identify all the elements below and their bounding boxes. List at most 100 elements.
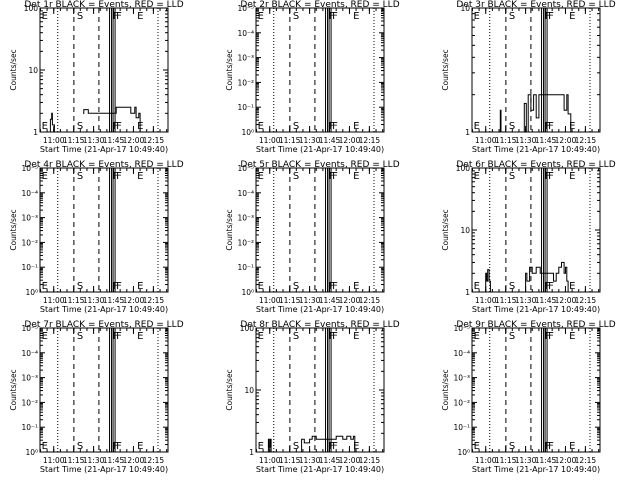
chart-panel-5: Det 5r BLACK = Events, RED = LLD 10⁰ 10⁻¹ 1… (225, 160, 400, 314)
x-tick-label: 11:15 (279, 456, 301, 465)
e-marker-label-bottom: E (137, 441, 143, 452)
s-marker-label-bottom: S (509, 121, 515, 132)
x-axis-label: Start Time (21-Apr-17 10:49:40) (472, 305, 600, 314)
f-marker-label-top: F (548, 11, 554, 22)
x-tick-label: 12:15 (143, 136, 165, 145)
y-tick-label: 10 (460, 226, 470, 235)
e-marker-label-top: E (258, 331, 264, 342)
x-tick-label: 12:00 (339, 136, 361, 145)
y-tick-label: 10⁻⁴ (237, 189, 254, 198)
e-marker-label-bottom: E (569, 281, 575, 292)
e-marker-label-top: E (569, 331, 575, 342)
e-marker-label-bottom: E (137, 281, 143, 292)
x-tick-label: 11:30 (299, 136, 321, 145)
f-marker-label-top: F (332, 11, 338, 22)
x-tick-label: 11:00 (43, 296, 65, 305)
y-tick-label: 10⁻⁴ (237, 29, 254, 38)
x-tick-label: 11:45 (319, 136, 341, 145)
y-tick-label: 10⁰ (241, 128, 254, 137)
y-tick-label: 10⁻⁴ (21, 189, 38, 198)
y-tick-label: 10⁻² (21, 238, 38, 247)
y-axis-label: Counts/sec (9, 369, 18, 410)
x-tick-label: 12:15 (575, 296, 597, 305)
s-marker-label-bottom: S (293, 441, 299, 452)
f-marker-label-top: F (332, 331, 338, 342)
x-tick-label: 11:00 (475, 136, 497, 145)
f-marker-label-top: F (116, 171, 122, 182)
e-marker-label-bottom: E (353, 281, 359, 292)
x-tick-label: 11:00 (259, 136, 281, 145)
y-tick-label: 10⁻⁵ (453, 324, 470, 333)
s-marker-label-bottom: S (293, 281, 299, 292)
plot-frame (471, 327, 601, 453)
x-axis-label: Start Time (21-Apr-17 10:49:40) (256, 465, 384, 474)
y-tick-label: 10⁻² (237, 238, 254, 247)
plot-frame (255, 167, 385, 293)
x-axis-label: Start Time (21-Apr-17 10:49:40) (472, 465, 600, 474)
s-marker-label-top: S (293, 11, 299, 22)
e-marker-label-top: E (474, 331, 480, 342)
x-tick-label: 11:00 (43, 136, 65, 145)
x-tick-label: 12:15 (143, 456, 165, 465)
f-marker-label-bottom: F (332, 281, 338, 292)
x-tick-label: 11:45 (535, 296, 557, 305)
e-marker-label-bottom: E (474, 281, 480, 292)
x-tick-label: 11:00 (475, 456, 497, 465)
plot-frame (39, 167, 169, 293)
plot-frame (255, 7, 385, 133)
x-tick-label: 12:00 (123, 136, 145, 145)
f-marker-label-top: F (548, 331, 554, 342)
y-tick-label: 10⁻¹ (21, 263, 38, 272)
y-tick-label: 10⁻⁴ (453, 349, 470, 358)
s-marker-label-bottom: S (509, 441, 515, 452)
y-tick-label: 10 (244, 386, 254, 395)
x-axis-label: Start Time (21-Apr-17 10:49:40) (40, 465, 168, 474)
chart-panel-8: Det 8r BLACK = Events, RED = LLD 1 10 100 Co… (225, 320, 400, 474)
f-marker-label-top: F (548, 171, 554, 182)
x-tick-label: 12:15 (143, 296, 165, 305)
e-marker-label-top: E (137, 331, 143, 342)
x-tick-label: 11:15 (495, 456, 517, 465)
y-axis-label: Counts/sec (225, 49, 234, 90)
e-marker-label-top: E (569, 11, 575, 22)
y-axis-label: Counts/sec (441, 49, 450, 90)
y-axis-label: Counts/sec (441, 369, 450, 410)
e-marker-label-bottom: E (353, 441, 359, 452)
y-tick-label: 10⁻² (453, 398, 470, 407)
chart-panel-2: Det 2r BLACK = Events, RED = LLD 10⁰ 10⁻¹ 1… (225, 0, 400, 154)
chart-panel-9: Det 9r BLACK = Events, RED = LLD 10⁰ 10⁻¹ 1… (441, 320, 616, 474)
y-tick-label: 10⁻⁵ (237, 4, 254, 13)
y-tick-label: 10⁻³ (21, 374, 38, 383)
y-tick-label: 10⁰ (25, 288, 38, 297)
s-marker-label-bottom: S (77, 121, 83, 132)
x-axis-label: Start Time (21-Apr-17 10:49:40) (40, 145, 168, 154)
y-tick-label: 10⁻⁵ (21, 164, 38, 173)
x-tick-label: 11:15 (63, 136, 85, 145)
e-marker-label-top: E (137, 171, 143, 182)
events-series-line (499, 94, 572, 133)
chart-title: Det 9r BLACK = Events, RED = LLD (456, 320, 615, 330)
x-tick-label: 11:30 (515, 136, 537, 145)
x-tick-label: 11:15 (63, 296, 85, 305)
e-marker-label-top: E (474, 171, 480, 182)
y-axis-label: Counts/sec (225, 209, 234, 250)
y-tick-label: 10⁻³ (453, 374, 470, 383)
plot-frame (471, 7, 601, 133)
events-series-line (48, 106, 141, 133)
x-tick-label: 12:15 (359, 296, 381, 305)
e-marker-label-top: E (42, 331, 48, 342)
s-marker-label-bottom: S (293, 121, 299, 132)
x-tick-label: 11:45 (103, 456, 125, 465)
f-marker-label-bottom: F (116, 441, 122, 452)
chart-title: Det 8r BLACK = Events, RED = LLD (240, 320, 399, 330)
f-marker-label-bottom: F (548, 121, 554, 132)
x-tick-label: 11:00 (259, 296, 281, 305)
x-tick-label: 12:15 (359, 136, 381, 145)
f-marker-label-bottom: F (332, 121, 338, 132)
s-marker-label-bottom: S (77, 441, 83, 452)
s-marker-label-top: S (293, 331, 299, 342)
y-tick-label: 100 (456, 164, 471, 173)
s-marker-label-top: S (509, 171, 515, 182)
f-marker-label-bottom: F (548, 281, 554, 292)
